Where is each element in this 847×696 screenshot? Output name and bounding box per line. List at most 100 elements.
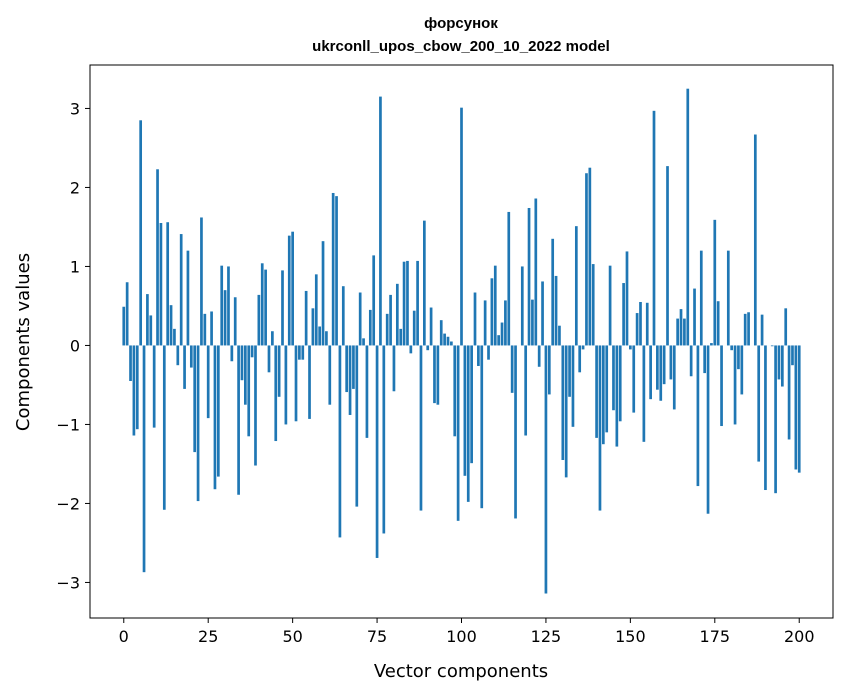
bar <box>277 345 281 397</box>
bar <box>632 345 636 413</box>
bar <box>514 345 517 519</box>
bar <box>527 207 531 346</box>
bar <box>615 345 619 447</box>
bar <box>125 282 129 346</box>
bar <box>240 345 244 381</box>
bar <box>152 345 156 428</box>
bar <box>693 288 696 346</box>
x-tick-label: 150 <box>615 627 646 646</box>
bar <box>223 290 227 346</box>
bar <box>679 309 683 346</box>
bar <box>358 292 362 346</box>
bar <box>625 251 629 346</box>
bar <box>385 313 389 346</box>
chart-subtitle: ukrconll_upos_cbow_200_10_2022 model <box>312 38 610 55</box>
bar <box>777 345 781 380</box>
bar <box>284 345 288 425</box>
bar <box>423 220 426 346</box>
bar <box>753 134 757 346</box>
bar <box>578 345 582 373</box>
bar <box>466 345 470 502</box>
bar <box>274 345 278 442</box>
bar <box>683 318 686 346</box>
bar <box>206 345 210 419</box>
bar <box>264 269 267 346</box>
bar <box>791 345 794 366</box>
bar <box>402 261 406 346</box>
bar <box>460 107 463 346</box>
bar <box>169 305 173 346</box>
bar <box>159 223 163 346</box>
bar <box>483 300 487 346</box>
bar <box>325 331 328 346</box>
bar <box>463 345 467 476</box>
bar <box>271 331 274 346</box>
bar <box>392 345 396 392</box>
bar <box>412 310 416 346</box>
bar <box>331 192 335 346</box>
bar <box>747 312 750 346</box>
bar <box>298 345 301 360</box>
bar <box>531 299 534 346</box>
bar <box>770 345 774 347</box>
bar <box>581 345 585 350</box>
bar <box>551 238 555 346</box>
bar <box>318 326 321 346</box>
bar <box>564 345 568 478</box>
bar <box>237 345 240 495</box>
bar <box>490 278 494 346</box>
bar <box>321 241 325 346</box>
bar <box>558 325 561 346</box>
bar <box>450 341 453 346</box>
bar <box>504 300 507 346</box>
bar <box>470 345 473 464</box>
x-tick-label: 175 <box>700 627 731 646</box>
axes-group: 0 25 50 75 100 125 150 175 200 −3 −2 −1 0 1 2 3 <box>56 99 814 646</box>
bar <box>605 345 609 433</box>
x-tick-label: 25 <box>198 627 218 646</box>
bar <box>706 345 710 514</box>
bar <box>429 307 433 346</box>
bar <box>456 345 460 521</box>
bar <box>784 308 788 346</box>
bar <box>338 345 342 538</box>
bar <box>146 294 149 346</box>
bar <box>696 345 700 487</box>
bar <box>244 345 247 405</box>
y-tick-label: 3 <box>70 99 80 118</box>
bar <box>443 333 446 346</box>
bar <box>409 345 413 354</box>
y-tick-label: 2 <box>70 178 80 197</box>
bar <box>477 345 480 366</box>
bar <box>699 250 703 346</box>
bar <box>301 345 305 360</box>
bar <box>574 226 578 346</box>
bar <box>426 345 430 351</box>
bar <box>355 345 359 507</box>
bar <box>399 328 403 346</box>
bar <box>328 345 332 405</box>
bar <box>149 315 153 346</box>
bar <box>250 345 254 358</box>
bar <box>787 345 791 440</box>
bar <box>652 110 656 346</box>
bar <box>260 263 264 346</box>
bar <box>341 286 345 346</box>
bar <box>639 302 642 346</box>
bar <box>416 260 419 346</box>
bar <box>794 345 798 470</box>
bar <box>612 345 615 411</box>
bar <box>311 308 315 346</box>
bar <box>507 211 511 346</box>
bar <box>436 345 440 405</box>
bar <box>135 345 139 430</box>
bar <box>666 166 669 346</box>
bar <box>267 345 271 373</box>
bar <box>561 345 565 460</box>
bar <box>591 264 595 346</box>
plot-frame <box>89 64 834 619</box>
bar <box>760 314 764 346</box>
bar <box>156 169 159 346</box>
bar <box>497 335 500 346</box>
bar <box>122 306 126 346</box>
